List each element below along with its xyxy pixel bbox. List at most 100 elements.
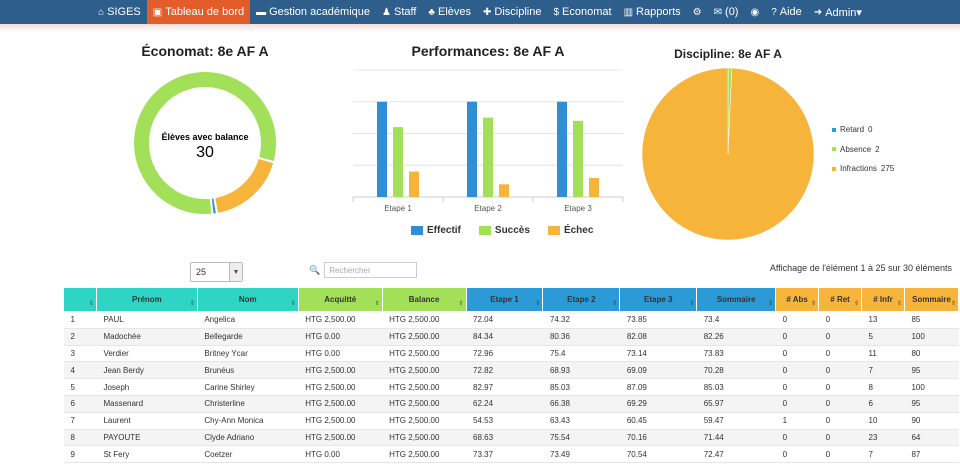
- bar-échec-0: [409, 171, 419, 197]
- nav-item-8[interactable]: ⚙: [687, 0, 708, 24]
- table-cell[interactable]: Jean Berdy: [96, 361, 198, 380]
- discipline-title: Discipline: 8e AF A: [674, 47, 782, 61]
- column-header-12[interactable]: Sommaire ⇕: [903, 287, 960, 312]
- nav-item-7[interactable]: ▥ Rapports: [618, 0, 687, 24]
- column-header-label: Sommaire: [912, 295, 951, 304]
- table-cell: 82.97: [466, 378, 543, 396]
- table-cell: 0: [818, 412, 862, 430]
- table-cell[interactable]: PAYOUTE: [96, 429, 198, 447]
- page-size-value: 25: [196, 267, 207, 277]
- column-header-4[interactable]: Balance ⇕: [381, 287, 467, 312]
- column-header-9[interactable]: # Abs ⇕: [775, 287, 820, 312]
- globe-icon: ◉: [750, 6, 760, 18]
- page-size-select[interactable]: 25 ▼: [190, 262, 243, 282]
- nav-item-label: Staff: [393, 6, 417, 18]
- table-cell: 70.54: [619, 445, 697, 464]
- table-cell: HTG 0.00: [298, 345, 383, 363]
- table-cell[interactable]: Brunéus: [197, 361, 299, 380]
- table-row[interactable]: 3 Verdier Britney Ycar HTG 0.00 HTG 2,500.00…: [63, 345, 959, 363]
- table-cell: 73.83: [696, 345, 776, 363]
- sort-icon: ⇕: [88, 301, 94, 307]
- column-header-0[interactable]: ⇕: [63, 287, 97, 312]
- donut-center: Élèves avec balance 30: [140, 132, 270, 162]
- legend-swatch: [547, 226, 560, 235]
- table-cell: 0: [818, 429, 862, 447]
- table-cell[interactable]: Verdier: [96, 345, 198, 363]
- nav-item-2[interactable]: ▬ Gestion académique: [250, 0, 376, 24]
- nav-item-0[interactable]: ⌂ SIGES: [92, 0, 147, 24]
- table-cell[interactable]: Bellegarde: [197, 328, 299, 346]
- table-cell[interactable]: PAUL: [96, 311, 198, 329]
- table-cell[interactable]: Carine Shirley: [197, 378, 299, 396]
- column-header-label: # Infr: [873, 295, 893, 304]
- table-cell: 0: [818, 328, 862, 346]
- column-header-3[interactable]: Acquitté ⇕: [297, 287, 383, 312]
- table-cell[interactable]: St Fery: [96, 445, 198, 464]
- column-header-2[interactable]: Nom ⇕: [196, 287, 299, 312]
- table-cell: HTG 2,500.00: [298, 429, 383, 447]
- nav-item-10[interactable]: ◉: [744, 0, 765, 24]
- nav-item-label: (0): [725, 6, 739, 18]
- nav-item-4[interactable]: ♣ Elèves: [422, 0, 477, 24]
- table-cell: 1: [63, 311, 97, 329]
- table-cell: HTG 2,500.00: [382, 395, 467, 413]
- nav-item-label: Gestion académique: [269, 6, 371, 18]
- table-cell[interactable]: Coetzer: [197, 445, 299, 464]
- legend-item-succès[interactable]: Succès: [478, 225, 530, 236]
- column-header-6[interactable]: Etape 2 ⇕: [542, 287, 621, 312]
- students-icon: ♣: [428, 6, 435, 18]
- table-row[interactable]: 4 Jean Berdy Brunéus HTG 2,500.00 HTG 2,500.…: [63, 361, 959, 380]
- column-header-1[interactable]: Prénom ⇕: [95, 287, 198, 312]
- search-input[interactable]: [324, 262, 418, 278]
- table-cell[interactable]: Madochée: [96, 328, 198, 346]
- mail-icon: ✉: [713, 6, 723, 18]
- column-header-11[interactable]: # Infr ⇕: [861, 287, 905, 312]
- table-cell: 65.97: [696, 395, 776, 413]
- column-header-10[interactable]: # Ret ⇕: [818, 287, 863, 312]
- table-cell: HTG 2,500.00: [382, 311, 467, 329]
- column-header-8[interactable]: Sommaire ⇕: [696, 287, 777, 312]
- table-cell: 69.29: [619, 395, 697, 413]
- table-row[interactable]: 1 PAUL Angelica HTG 2,500.00 HTG 2,500.00 72.…: [63, 311, 959, 329]
- table-cell[interactable]: Chy-Ann Monica: [197, 412, 299, 430]
- table-cell: 87: [904, 445, 959, 464]
- table-cell: 60.45: [619, 412, 697, 430]
- table-cell: HTG 2,500.00: [382, 345, 467, 363]
- nav-item-6[interactable]: $ Economat: [547, 0, 617, 24]
- table-cell: 71.44: [696, 429, 776, 447]
- table-row[interactable]: 2 Madochée Bellegarde HTG 0.00 HTG 2,500.00 8…: [63, 328, 959, 346]
- table-row[interactable]: 7 Laurent Chy-Ann Monica HTG 2,500.00 HTG 2,…: [63, 412, 959, 430]
- table-cell[interactable]: Britney Ycar: [197, 345, 299, 363]
- table-cell: HTG 2,500.00: [298, 361, 383, 380]
- column-header-5[interactable]: Etape 1 ⇕: [465, 287, 544, 312]
- table-cell: 100: [904, 328, 959, 346]
- nav-item-3[interactable]: ♟ Staff: [376, 0, 422, 24]
- legend-item-échec[interactable]: Échec: [547, 225, 594, 236]
- table-row[interactable]: 6 Massenard Christerline HTG 2,500.00 HTG 2,…: [63, 395, 959, 413]
- nav-item-12[interactable]: ➜ Admin▾: [808, 0, 868, 24]
- legend-item-effectif[interactable]: Effectif: [411, 225, 461, 236]
- table-cell: 0: [775, 328, 819, 346]
- table-cell: HTG 2,500.00: [382, 361, 467, 380]
- legend-label: Infractions: [840, 164, 877, 174]
- legend-label: Échec: [563, 225, 594, 236]
- nav-item-11[interactable]: ? Aide: [765, 0, 808, 24]
- table-cell[interactable]: Massenard: [96, 395, 198, 413]
- table-cell: 5: [63, 378, 97, 396]
- table-row[interactable]: 8 PAYOUTE Clyde Adriano HTG 2,500.00 HTG 2,5…: [63, 429, 959, 447]
- nav-item-1[interactable]: ▣ Tableau de bord: [146, 0, 251, 24]
- column-header-7[interactable]: Etape 3 ⇕: [619, 287, 698, 312]
- table-row[interactable]: 9 St Fery Coetzer HTG 0.00 HTG 2,500.00 73.37…: [63, 445, 959, 464]
- table-cell[interactable]: Joseph: [96, 378, 198, 396]
- legend-label: Succès: [494, 225, 530, 236]
- table-cell[interactable]: Angelica: [197, 311, 299, 329]
- nav-item-5[interactable]: ✚ Discipline: [477, 0, 547, 24]
- table-cell[interactable]: Clyde Adriano: [197, 429, 299, 447]
- table-row[interactable]: 5 Joseph Carine Shirley HTG 2,500.00 HTG 2,5…: [63, 378, 959, 396]
- nav-item-9[interactable]: ✉ (0): [708, 0, 745, 24]
- table-cell[interactable]: Laurent: [96, 412, 198, 430]
- sort-icon: ⇕: [612, 301, 618, 307]
- table-cell[interactable]: Christerline: [197, 395, 299, 413]
- table-cell: 87.09: [619, 378, 697, 396]
- table-cell: 0: [775, 378, 819, 396]
